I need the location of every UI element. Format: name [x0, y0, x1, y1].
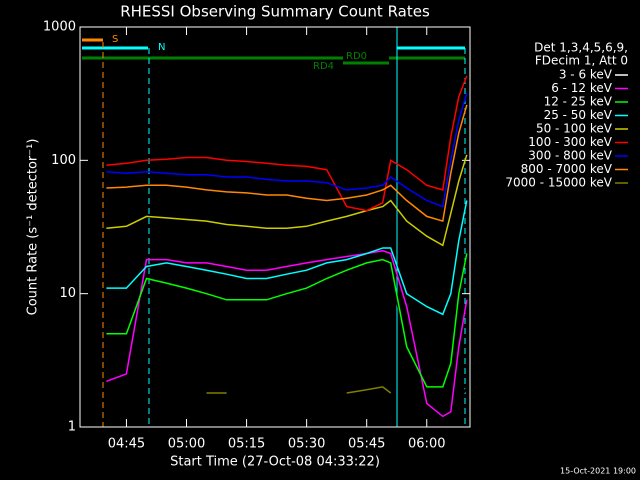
series-line: [106, 92, 468, 208]
chart-title: RHESSI Observing Summary Count Rates: [120, 3, 430, 21]
x-tick-label: 05:30: [288, 437, 325, 452]
plot-frame: [79, 26, 471, 428]
y-axis-title: Count Rate (s⁻¹ detector⁻¹): [26, 139, 41, 316]
x-tick-label: 06:00: [408, 437, 445, 452]
series-line: [106, 154, 468, 247]
legend-label: 3 - 6 keV: [559, 68, 613, 82]
y-tick-label: 100: [51, 153, 76, 168]
y-tick-label: 1: [68, 420, 76, 435]
y-tick-label: 1000: [43, 20, 76, 35]
series-line: [106, 75, 468, 212]
annotation-label: S: [112, 34, 118, 45]
series-line: [106, 200, 468, 316]
legend-title: Det 1,3,4,5,6,9,: [534, 41, 628, 55]
x-tick-label: 05:45: [348, 437, 385, 452]
legend-label: 25 - 50 keV: [544, 108, 613, 122]
annotation-label: N: [158, 42, 165, 53]
series-line: [106, 249, 468, 418]
x-tick-label: 05:15: [228, 437, 265, 452]
legend-label: 50 - 100 keV: [536, 122, 613, 136]
legend-label: 6 - 12 keV: [551, 81, 613, 95]
series-line: [106, 104, 468, 223]
annotation-label: RD4: [313, 61, 334, 72]
x-axis-title: Start Time (27-Oct-08 04:33:22): [170, 455, 380, 470]
annotation-label: RD0: [346, 51, 367, 62]
legend-label: 100 - 300 keV: [528, 135, 612, 149]
legend-label: 300 - 800 keV: [528, 149, 612, 163]
x-tick-label: 05:00: [168, 437, 205, 452]
legend-label: 12 - 25 keV: [544, 95, 613, 109]
legend-label: 7000 - 15000 keV: [505, 176, 612, 190]
legend-label: 800 - 7000 keV: [521, 162, 613, 176]
footer: 15-Oct-2021 19:00: [560, 467, 636, 476]
series-line: [206, 386, 392, 394]
y-tick-label: 10: [59, 286, 76, 301]
x-tick-label: 04:45: [108, 437, 145, 452]
series-line: [106, 253, 468, 388]
legend-title: FDecim 1, Att 0: [535, 54, 628, 68]
